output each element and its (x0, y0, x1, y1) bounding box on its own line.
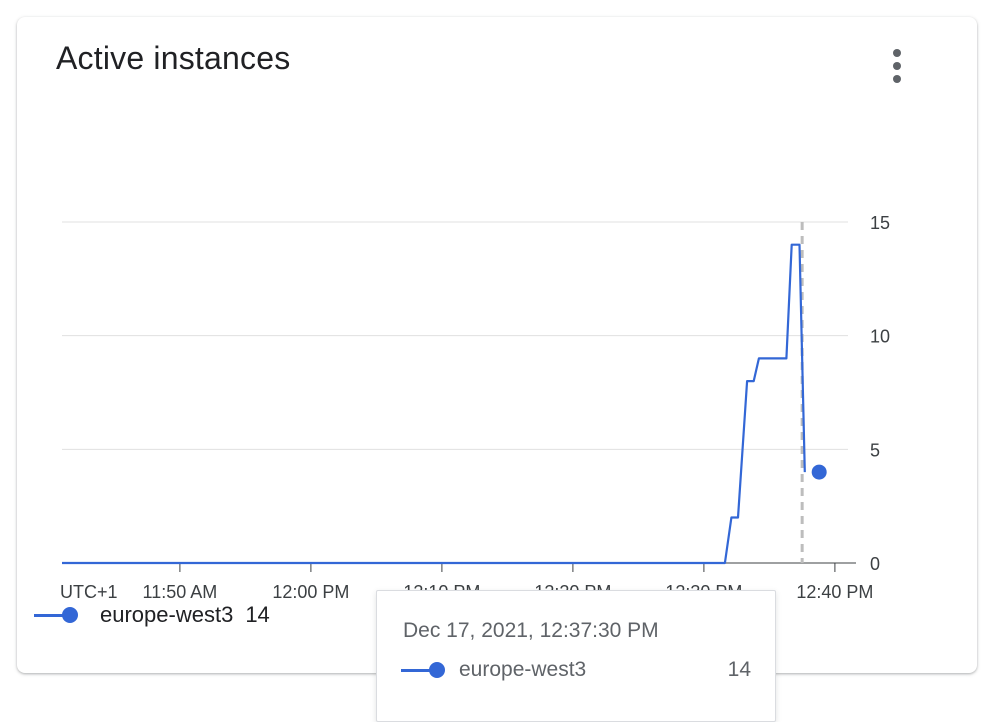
y-tick-label: 5 (870, 440, 880, 460)
chart-tooltip: Dec 17, 2021, 12:37:30 PM europe-west3 1… (376, 590, 776, 722)
x-tick-label: 11:50 AM (143, 582, 218, 602)
more-vert-icon-dot (893, 62, 901, 70)
y-tick-label: 15 (870, 213, 890, 233)
y-axis-ticks: 0 5 10 15 (870, 213, 890, 574)
legend-item-europe-west3[interactable]: europe-west3 14 (34, 600, 270, 630)
more-vert-icon (893, 49, 901, 57)
x-tick-label: 12:40 PM (796, 582, 873, 602)
more-options-button[interactable] (880, 46, 914, 86)
tooltip-date: Dec 17, 2021, 12:37:30 PM (403, 619, 659, 642)
chart-title: Active instances (56, 40, 291, 76)
more-vert-icon-dot (893, 75, 901, 83)
grid-lines (62, 221, 848, 450)
tooltip-row: europe-west3 14 (401, 657, 751, 683)
tooltip-series-name: europe-west3 (459, 658, 587, 681)
x-tick-label: 12:00 PM (272, 582, 349, 602)
tooltip-swatch (401, 660, 447, 680)
series-last-point (811, 464, 827, 480)
y-tick-label: 10 (870, 327, 890, 347)
timezone-label: UTC+1 (60, 582, 118, 602)
legend-series-value: 14 (245, 602, 270, 627)
series-layer (62, 243, 827, 565)
series-line-europe-west3 (62, 243, 806, 565)
tooltip-series-value: 14 (727, 658, 751, 681)
y-tick-label: 0 (870, 554, 880, 574)
legend-series-name: europe-west3 (100, 602, 234, 627)
legend-swatch (34, 605, 80, 625)
